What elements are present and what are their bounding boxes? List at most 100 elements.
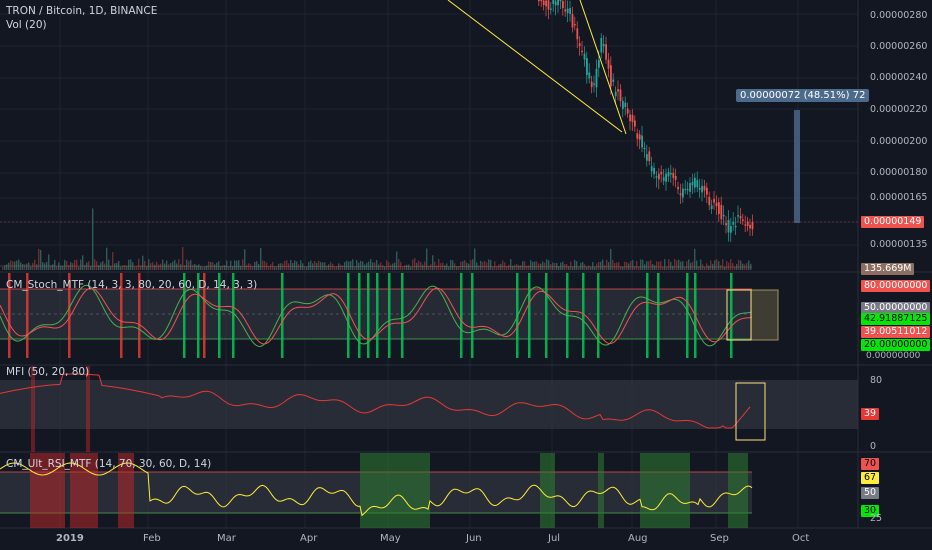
volume-bar xyxy=(520,265,522,270)
price-tick: 0.00000220 xyxy=(870,104,928,115)
volume-bar xyxy=(626,262,628,270)
volume-bar xyxy=(104,263,106,270)
volume-bar xyxy=(456,266,458,270)
candle-body xyxy=(727,219,730,233)
volume-bar xyxy=(532,261,534,270)
candle-body xyxy=(713,198,715,203)
volume-bar xyxy=(144,260,146,270)
volume-bar xyxy=(632,260,634,270)
volume-bar xyxy=(122,265,124,270)
volume-bar xyxy=(724,266,726,270)
volume-bar xyxy=(110,265,112,270)
price-range-bar xyxy=(794,110,800,223)
stoch-overbought-marker xyxy=(26,273,29,358)
volume-bar xyxy=(52,264,54,270)
volume-bar xyxy=(240,265,242,270)
volume-bar xyxy=(272,261,274,270)
volume-bar xyxy=(218,261,220,270)
stoch-overbought-marker xyxy=(120,273,123,358)
volume-bar xyxy=(420,262,422,270)
volume-bar xyxy=(356,260,358,270)
volume-bar xyxy=(610,248,612,270)
candle-body xyxy=(602,44,605,47)
volume-bar xyxy=(672,265,674,270)
volume-bar xyxy=(310,260,312,270)
candle-body xyxy=(552,0,555,4)
volume-bar xyxy=(634,266,636,270)
volume-bar xyxy=(22,264,24,270)
volume-bar xyxy=(350,261,352,270)
volume-bar xyxy=(436,265,438,270)
volume-bar xyxy=(26,263,28,270)
volume-bar xyxy=(406,264,408,270)
rsi-overbought-zone xyxy=(70,453,98,528)
mfi-highlight-box xyxy=(735,382,766,441)
volume-bar xyxy=(404,265,406,270)
volume-bar xyxy=(684,266,686,270)
candle-body xyxy=(600,37,603,53)
volume-bar xyxy=(106,247,108,270)
volume-bar xyxy=(36,264,38,270)
time-tick: Aug xyxy=(628,533,648,544)
volume-bar xyxy=(678,259,680,270)
volume-bar xyxy=(270,264,272,270)
volume-bar xyxy=(166,260,168,270)
volume-bar xyxy=(504,262,506,270)
volume-bar xyxy=(60,265,62,270)
volume-bar xyxy=(618,262,620,270)
volume-bar xyxy=(64,259,66,270)
candle-body xyxy=(617,89,619,92)
volume-bar xyxy=(588,265,590,270)
volume-bar xyxy=(264,261,266,270)
candle-body xyxy=(701,185,703,193)
stoch-overbought-marker xyxy=(68,273,71,358)
volume-bar xyxy=(412,259,414,270)
stoch-tag-50: 50.00000000 xyxy=(861,302,931,314)
candle-body xyxy=(720,204,723,220)
candle-body xyxy=(742,219,744,221)
stoch-oversold-marker xyxy=(376,273,379,358)
volume-bar xyxy=(196,265,198,270)
volume-bar xyxy=(686,261,688,270)
volume-bar xyxy=(622,266,624,270)
volume-bar xyxy=(474,248,476,270)
candle-body xyxy=(554,1,557,6)
candle-body xyxy=(737,215,739,217)
volume-bar xyxy=(268,266,270,270)
volume-ma-line xyxy=(0,265,753,268)
candle-body xyxy=(576,28,579,40)
volume-bar xyxy=(48,254,50,270)
volume-bar xyxy=(334,266,336,270)
volume-bar xyxy=(66,260,68,270)
volume-bar xyxy=(608,262,610,270)
volume-bar xyxy=(548,260,550,270)
candle-body xyxy=(658,173,660,180)
volume-bar xyxy=(464,260,466,270)
volume-bar xyxy=(470,260,472,270)
time-tick: Jun xyxy=(466,533,482,544)
volume-bar xyxy=(414,258,416,270)
candle-body xyxy=(655,176,658,178)
stoch-tag-80: 80.00000000 xyxy=(861,280,931,292)
stoch-oversold-marker xyxy=(232,273,235,358)
volume-bar xyxy=(328,264,330,270)
candle-body xyxy=(667,171,670,177)
volume-bar xyxy=(624,261,626,270)
candle-body xyxy=(691,181,694,186)
volume-bar xyxy=(666,266,668,270)
rsi-title: CM_Ult_RSI_MTF (14, 70, 30, 60, D, 14) xyxy=(6,458,212,470)
volume-bar xyxy=(434,261,436,270)
volume-bar xyxy=(658,261,660,270)
volume-bar xyxy=(382,265,384,270)
rsi-oversold-zone xyxy=(540,453,555,528)
mfi-line xyxy=(0,373,751,429)
volume-bar xyxy=(6,264,8,270)
volume-bar xyxy=(160,263,162,270)
trendline xyxy=(579,0,627,135)
volume-bar xyxy=(578,266,580,270)
candle-body xyxy=(631,114,634,123)
volume-bar xyxy=(284,260,286,270)
volume-bar xyxy=(698,266,700,270)
candle-body xyxy=(706,187,708,195)
